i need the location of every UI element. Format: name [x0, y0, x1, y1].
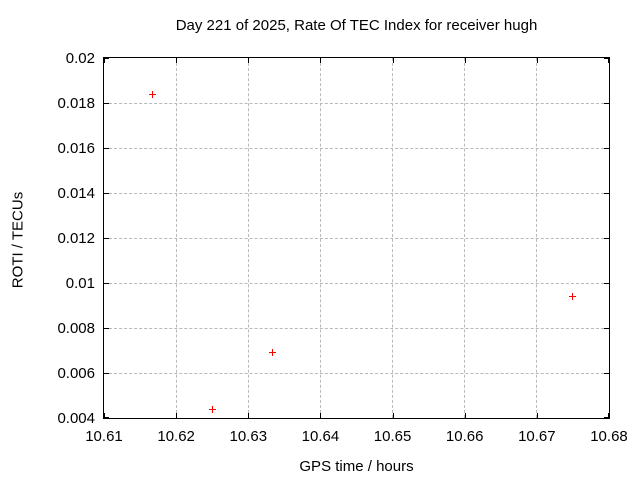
y-tick-mark	[604, 148, 609, 149]
data-point-marker	[268, 349, 276, 357]
y-tick-label: 0.006	[57, 365, 95, 382]
y-tick-mark	[104, 193, 109, 194]
x-tick-mark	[104, 58, 105, 63]
x-tick-mark	[608, 413, 609, 418]
horizontal-gridline	[104, 102, 609, 104]
horizontal-gridline	[104, 192, 609, 194]
plot-area	[103, 57, 610, 419]
x-tick-mark	[464, 413, 466, 418]
chart-title: Day 221 of 2025, Rate Of TEC Index for r…	[175, 17, 538, 34]
x-tick-mark	[176, 413, 178, 418]
y-tick-mark	[604, 103, 609, 104]
x-tick-mark	[392, 58, 394, 63]
data-point-marker	[208, 406, 216, 414]
y-tick-label: 0.012	[57, 230, 95, 247]
x-tick-mark	[464, 58, 466, 63]
y-tick-mark	[104, 283, 109, 284]
marker-vertical-stroke	[271, 349, 273, 357]
x-tick-mark	[248, 413, 250, 418]
x-tick-label: 10.68	[590, 428, 628, 445]
horizontal-gridline	[104, 372, 609, 374]
marker-vertical-stroke	[572, 292, 574, 300]
x-tick-label: 10.63	[229, 428, 268, 445]
y-tick-mark	[104, 148, 109, 149]
marker-vertical-stroke	[151, 90, 153, 98]
x-tick-mark	[320, 413, 322, 418]
y-tick-label: 0.008	[57, 320, 95, 337]
x-tick-mark	[320, 58, 322, 63]
x-tick-mark	[176, 58, 178, 63]
x-axis-label: GPS time / hours	[299, 458, 414, 475]
x-tick-mark	[536, 58, 538, 63]
data-point-marker	[569, 292, 577, 300]
y-tick-mark	[104, 58, 109, 59]
y-tick-mark	[604, 283, 609, 284]
y-tick-mark	[604, 58, 609, 59]
y-tick-label: 0.01	[65, 275, 95, 292]
y-tick-mark	[604, 373, 609, 374]
data-point-marker	[148, 90, 156, 98]
x-tick-label: 10.66	[445, 428, 484, 445]
x-tick-label: 10.64	[301, 428, 340, 445]
horizontal-gridline	[104, 237, 609, 239]
horizontal-gridline	[104, 147, 609, 149]
x-tick-label: 10.65	[373, 428, 412, 445]
marker-vertical-stroke	[211, 406, 213, 414]
y-tick-mark	[604, 238, 609, 239]
x-tick-mark	[392, 413, 394, 418]
y-tick-label: 0.016	[57, 140, 95, 157]
x-tick-mark	[104, 413, 105, 418]
y-tick-label: 0.018	[57, 95, 95, 112]
y-tick-mark	[104, 328, 109, 329]
x-tick-mark	[536, 413, 538, 418]
y-tick-mark	[604, 417, 609, 418]
y-tick-mark	[104, 373, 109, 374]
horizontal-gridline	[104, 327, 609, 329]
y-tick-label: 0.014	[57, 185, 95, 202]
y-tick-label: 0.004	[57, 410, 95, 427]
horizontal-gridline	[104, 282, 609, 284]
x-tick-mark	[248, 58, 250, 63]
y-tick-mark	[604, 193, 609, 194]
x-tick-mark	[608, 58, 609, 63]
x-tick-label: 10.67	[518, 428, 556, 445]
y-tick-label: 0.02	[65, 50, 95, 67]
x-tick-label: 10.62	[157, 428, 195, 445]
y-tick-mark	[104, 417, 109, 418]
x-tick-label: 10.61	[85, 428, 123, 445]
y-tick-mark	[104, 238, 109, 239]
y-tick-mark	[604, 328, 609, 329]
y-tick-mark	[104, 103, 109, 104]
